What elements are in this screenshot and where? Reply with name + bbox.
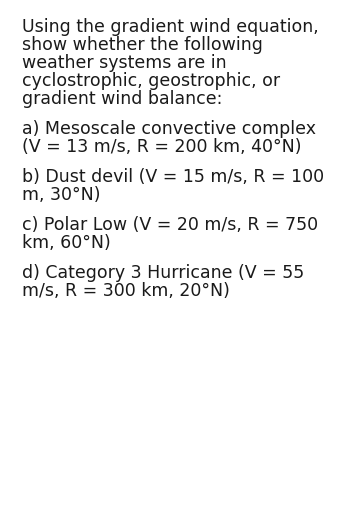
Text: b) Dust devil (V = 15 m/s, R = 100: b) Dust devil (V = 15 m/s, R = 100 [22, 168, 324, 186]
Text: km, 60°N): km, 60°N) [22, 234, 111, 252]
Text: cyclostrophic, geostrophic, or: cyclostrophic, geostrophic, or [22, 72, 280, 90]
Text: weather systems are in: weather systems are in [22, 54, 227, 72]
Text: d) Category 3 Hurricane (V = 55: d) Category 3 Hurricane (V = 55 [22, 264, 304, 282]
Text: (V = 13 m/s, R = 200 km, 40°N): (V = 13 m/s, R = 200 km, 40°N) [22, 138, 301, 156]
Text: m/s, R = 300 km, 20°N): m/s, R = 300 km, 20°N) [22, 282, 230, 300]
Text: a) Mesoscale convective complex: a) Mesoscale convective complex [22, 120, 316, 138]
Text: m, 30°N): m, 30°N) [22, 186, 100, 204]
Text: Using the gradient wind equation,: Using the gradient wind equation, [22, 18, 319, 36]
Text: c) Polar Low (V = 20 m/s, R = 750: c) Polar Low (V = 20 m/s, R = 750 [22, 216, 318, 234]
Text: gradient wind balance:: gradient wind balance: [22, 90, 222, 108]
Text: show whether the following: show whether the following [22, 36, 263, 54]
